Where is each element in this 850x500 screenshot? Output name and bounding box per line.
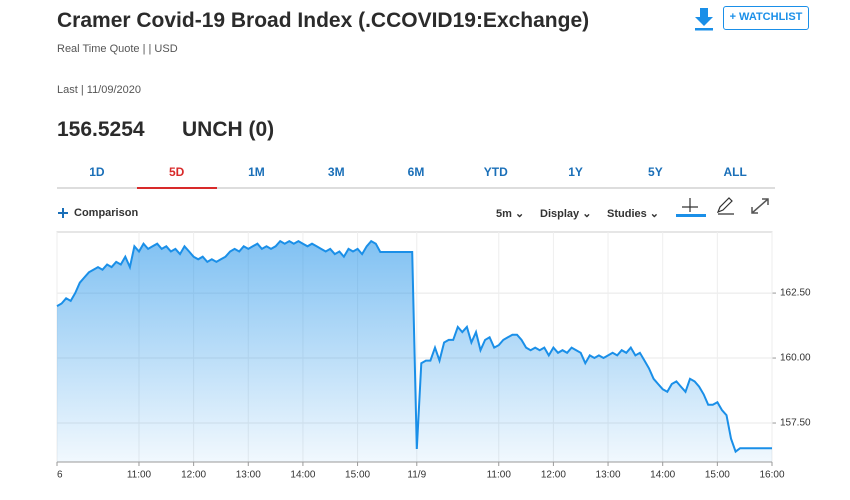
chart-tools	[676, 197, 769, 217]
title: Cramer Covid-19 Broad Index (.CCOVID19:E…	[57, 9, 590, 32]
display: Display	[540, 208, 580, 220]
download-icon[interactable]	[694, 7, 714, 31]
expand-tool[interactable]	[751, 198, 769, 214]
x-tick-label: 13:00	[236, 470, 261, 481]
range-tab[interactable]: 6M	[407, 165, 425, 179]
x-tick-label: 14:00	[290, 470, 315, 481]
interval: 5m	[496, 208, 512, 220]
range-tab[interactable]: YTD	[483, 165, 508, 179]
x-tick-label: 13:00	[596, 470, 621, 481]
range-tab[interactable]: 5Y	[648, 165, 663, 179]
last-date: Last | 11/09/2020	[57, 84, 141, 96]
price: 156.5254	[57, 118, 145, 141]
quote-info: Real Time Quote | | USD	[57, 43, 178, 55]
comparison[interactable]: Comparison	[74, 207, 139, 219]
x-tick-label: 12:00	[181, 470, 206, 481]
studies: Studies	[607, 208, 647, 220]
x-tick-label: 6	[57, 470, 63, 481]
watchlist-button[interactable]: + WATCHLIST	[723, 6, 809, 30]
plus-icon	[58, 208, 68, 218]
range-tab[interactable]: 1D	[89, 165, 105, 179]
range-tab[interactable]: 1Y	[568, 165, 583, 179]
range-tab[interactable]: ALL	[723, 165, 747, 179]
display-menu[interactable]: Display ⌄	[540, 208, 592, 220]
x-tick-label: 16:00	[759, 470, 784, 481]
line	[56, 239, 772, 454]
x-tick-label: 15:00	[345, 470, 370, 481]
change: UNCH (0)	[182, 118, 275, 141]
interval-menu[interactable]: 5m ⌄	[496, 208, 525, 220]
x-tick-label: 11:00	[487, 470, 512, 481]
studies-menu[interactable]: Studies ⌄	[607, 208, 660, 220]
range-tabs: 1D 5D 1M 3M 6M YTD 1Y 5Y ALL	[57, 165, 775, 189]
y-tick-label: 160.00	[780, 353, 811, 364]
x-tick-label: 15:00	[705, 470, 730, 481]
x-tick-label: 11:00	[127, 470, 152, 481]
y-tick-label: 157.50	[780, 418, 811, 429]
range-tab[interactable]: 3M	[327, 165, 345, 179]
x-tick-label: 11/9	[407, 470, 426, 481]
x-tick-label: 14:00	[650, 470, 675, 481]
range-tab[interactable]: 1M	[248, 165, 265, 179]
crosshair-tool[interactable]	[676, 198, 706, 217]
y-tick-label: 162.50	[780, 288, 811, 299]
range-tab[interactable]: 5D	[136, 165, 217, 189]
x-tick-label: 12:00	[541, 470, 566, 481]
draw-tool[interactable]	[716, 197, 734, 215]
